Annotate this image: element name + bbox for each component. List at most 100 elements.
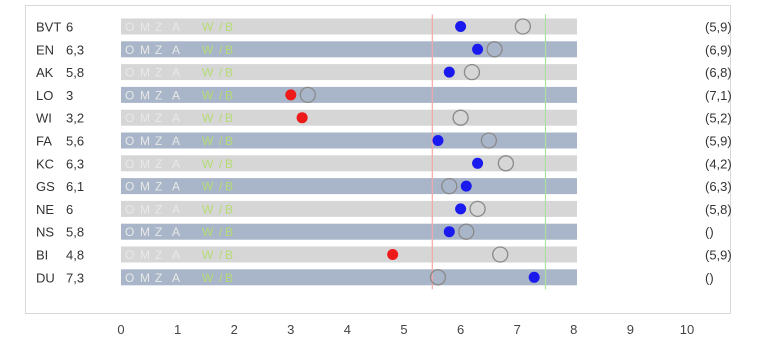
band-label: W (202, 66, 214, 80)
row-ne: O M Z A W / B NE 6 (5,8) (36, 200, 732, 217)
comparison-ring-marker (486, 41, 503, 58)
band-label: / (219, 271, 223, 285)
score-dot-marker (472, 43, 484, 55)
row-score-label: 6,3 (66, 156, 84, 171)
x-tick-label: 10 (680, 322, 694, 337)
band-label: O (125, 66, 134, 80)
band-label: A (172, 157, 180, 171)
band-label: O (125, 225, 134, 239)
row-score-label: 7,3 (66, 270, 84, 285)
row-background-bar (121, 223, 577, 240)
comparison-ring-marker (458, 223, 475, 240)
band-label: M (140, 225, 150, 239)
band-label: Z (155, 271, 162, 285)
band-label: A (172, 225, 180, 239)
band-label: M (140, 111, 150, 125)
band-label: B (225, 157, 233, 171)
band-label: Z (155, 88, 162, 102)
row-name-label: BVT (36, 20, 61, 35)
row-score-label: 6 (66, 20, 73, 35)
band-label: M (140, 134, 150, 148)
band-label: A (172, 43, 180, 57)
row-name-label: FA (36, 134, 52, 149)
band-label: M (140, 88, 150, 102)
band-label: Z (155, 225, 162, 239)
score-dot-marker (387, 249, 399, 260)
band-label: B (225, 20, 233, 34)
x-tick-label: 4 (344, 322, 351, 337)
row-background-bar (121, 18, 577, 35)
band-label: Z (155, 248, 162, 262)
x-tick-label: 5 (400, 322, 407, 337)
row-name-label: GS (36, 179, 55, 194)
row-right-label: (5,9) (705, 20, 732, 35)
row-name-label: KC (36, 156, 54, 171)
row-right-label: (5,9) (705, 248, 732, 263)
row-score-label: 6,1 (66, 179, 84, 194)
comparison-ring-marker (514, 18, 532, 35)
band-label: M (140, 157, 150, 171)
band-label: M (140, 271, 150, 285)
x-tick-label: 0 (117, 322, 124, 337)
x-tick-label: 7 (514, 322, 521, 337)
band-label: Z (155, 157, 162, 171)
band-label: B (225, 43, 233, 57)
band-label: / (219, 88, 223, 102)
row-background-bar (121, 200, 577, 217)
row-right-label: (6,8) (705, 65, 732, 80)
band-label: A (172, 134, 180, 148)
row-name-label: BI (36, 248, 48, 263)
comparison-ring-marker (497, 155, 515, 172)
x-tick-label: 3 (287, 322, 294, 337)
row-ns: O M Z A W / B NS 5,8 () (36, 223, 714, 240)
comparison-ring-marker (429, 269, 447, 286)
row-background-bar (121, 246, 577, 263)
band-label: M (140, 180, 150, 194)
band-label: / (219, 225, 223, 239)
band-label: W (202, 134, 214, 148)
row-name-label: AK (36, 65, 54, 80)
band-label: W (202, 157, 214, 171)
band-label: B (225, 248, 233, 262)
row-score-label: 5,8 (66, 65, 84, 80)
row-score-label: 3,2 (66, 111, 84, 126)
comparison-ring-marker (469, 200, 486, 218)
row-right-label: () (705, 225, 714, 240)
band-label: O (125, 20, 134, 34)
band-label: / (219, 248, 223, 262)
row-score-label: 3 (66, 88, 73, 103)
band-label: W (202, 225, 214, 239)
band-label: B (225, 88, 233, 102)
band-label: A (172, 66, 180, 80)
band-label: W (202, 248, 214, 262)
x-axis: 0 1 2 3 4 5 6 7 8 9 10 (117, 322, 694, 337)
band-label: A (172, 271, 180, 285)
band-label: M (140, 66, 150, 80)
comparison-ring-marker (463, 63, 481, 81)
band-label: W (202, 271, 214, 285)
row-score-label: 6 (66, 202, 73, 217)
row-right-label: () (705, 270, 714, 285)
band-label: O (125, 202, 134, 216)
band-label: B (225, 180, 233, 194)
x-tick-label: 1 (174, 322, 181, 337)
row-du: O M Z A W / B DU 7,3 () (36, 269, 714, 286)
band-label: O (125, 157, 134, 171)
row-right-label: (5,2) (705, 111, 732, 126)
band-label: B (225, 271, 233, 285)
band-label: / (219, 157, 223, 171)
row-background-bar (121, 178, 577, 195)
band-label: O (125, 134, 134, 148)
row-name-label: NE (36, 202, 54, 217)
row-score-label: 5,8 (66, 225, 84, 240)
band-label: W (202, 43, 214, 57)
band-label: A (172, 111, 180, 125)
row-name-label: EN (36, 42, 54, 57)
comparison-ring-marker (452, 109, 469, 126)
row-background-bar (121, 132, 577, 149)
row-right-label: (5,9) (705, 134, 732, 149)
band-label: / (219, 111, 223, 125)
band-label: / (219, 202, 223, 216)
band-label: B (225, 66, 233, 80)
